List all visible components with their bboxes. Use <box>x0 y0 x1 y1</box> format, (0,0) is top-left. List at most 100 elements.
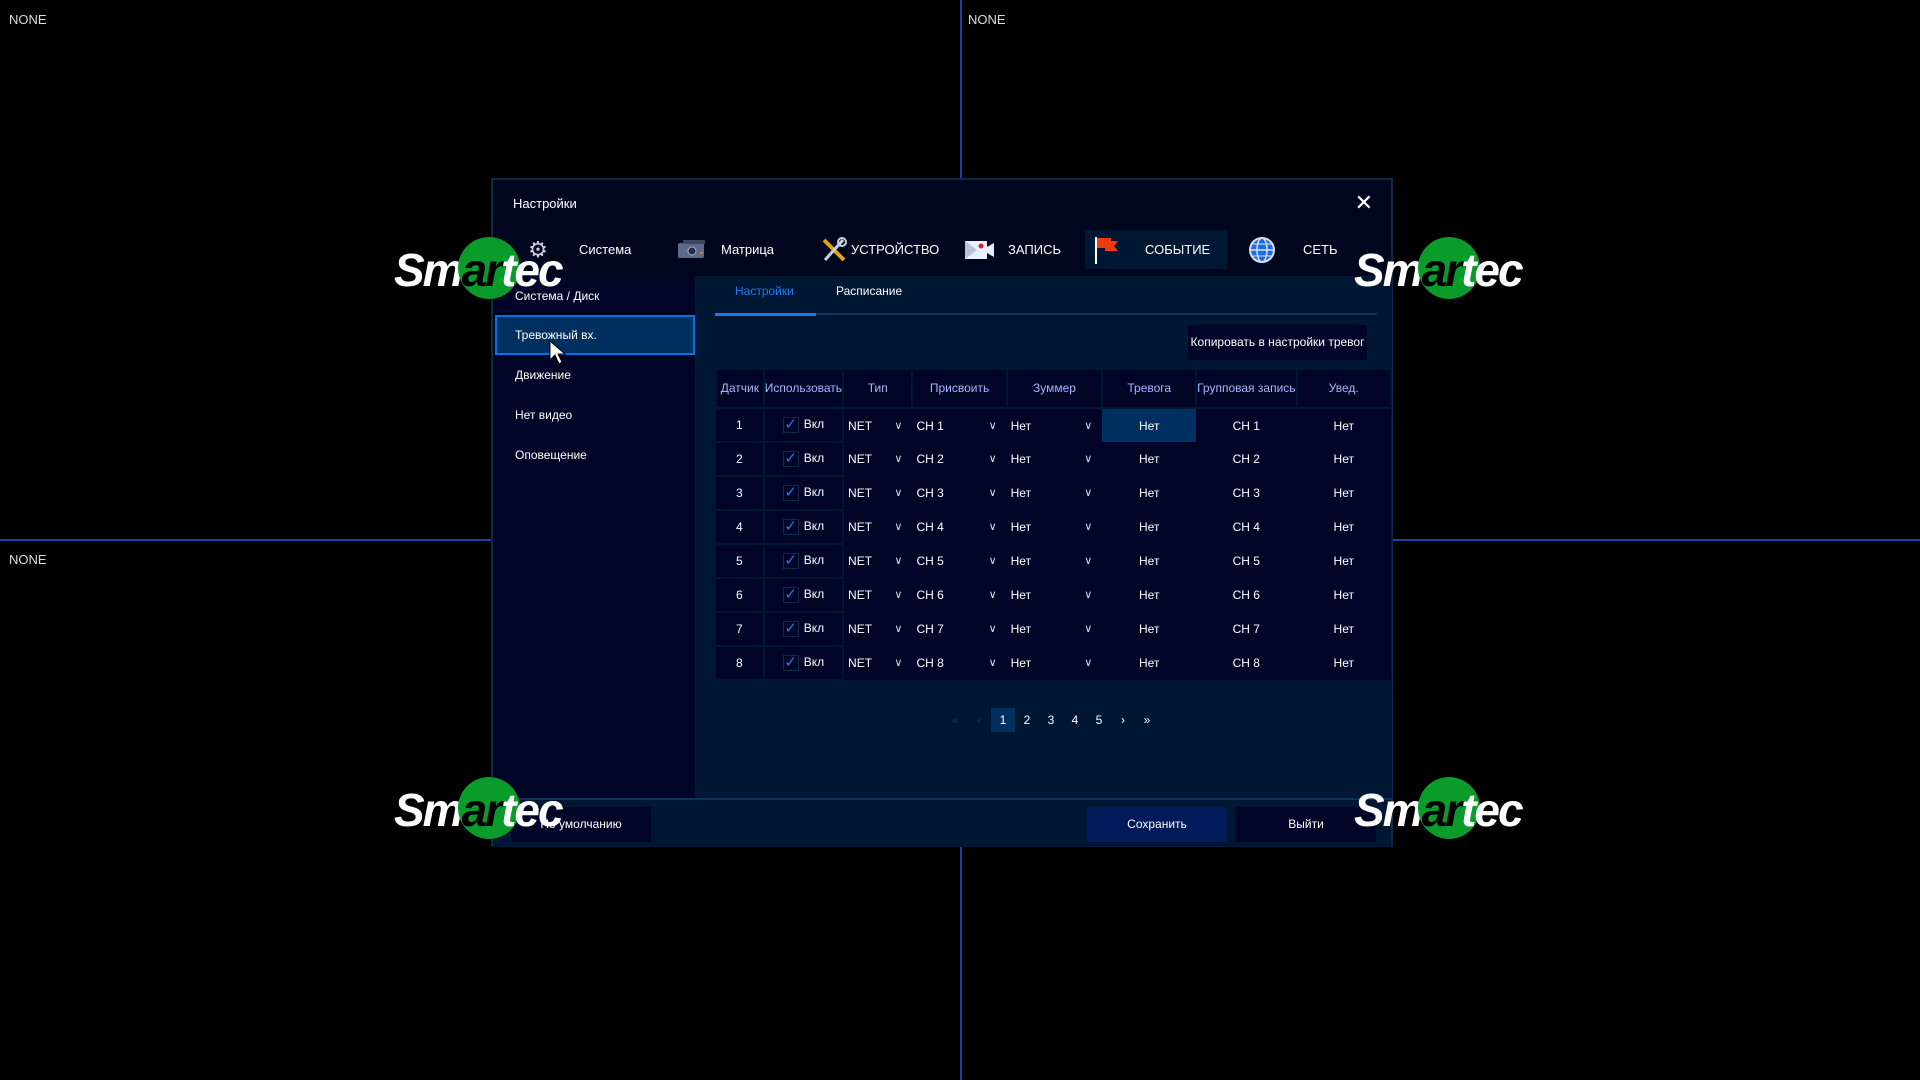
enable-checkbox[interactable]: ✓ Вкл <box>763 646 845 681</box>
next-page-icon[interactable]: › <box>1121 713 1125 727</box>
tab-device[interactable]: УСТРОЙСТВО <box>803 230 953 269</box>
notify-cell[interactable]: Нет <box>1296 612 1391 646</box>
buzzer-select[interactable]: Нет ∨ <box>1006 544 1103 578</box>
tab-network[interactable]: СЕТЬ <box>1229 230 1389 269</box>
group-record-cell[interactable]: CH 4 <box>1196 510 1297 544</box>
alarm-cell[interactable]: Нет <box>1102 408 1197 442</box>
alarm-cell[interactable]: Нет <box>1102 510 1197 544</box>
notify-cell[interactable]: Нет <box>1296 578 1391 612</box>
enable-checkbox[interactable]: ✓ Вкл <box>763 476 845 511</box>
notify-cell[interactable]: Нет <box>1296 646 1391 680</box>
alarm-cell[interactable]: Нет <box>1102 578 1197 612</box>
alarm-cell[interactable]: Нет <box>1102 442 1197 476</box>
checkbox-label: Вкл <box>803 621 825 636</box>
enable-checkbox[interactable]: ✓ Вкл <box>763 510 845 545</box>
sidebar-item-system-disk[interactable]: Система / Диск <box>515 289 600 303</box>
notify-cell[interactable]: Нет <box>1296 442 1391 476</box>
table-row: 4 ✓ Вкл NET ∨ CH 4 ∨ Нет ∨ Нет CH 4 Нет <box>716 510 1391 545</box>
tab-system[interactable]: ⚙ Система <box>513 230 633 269</box>
chevron-down-icon: ∨ <box>894 623 903 635</box>
page-5[interactable]: 5 <box>1095 713 1103 727</box>
buzzer-select[interactable]: Нет ∨ <box>1006 442 1103 476</box>
type-select[interactable]: NET ∨ <box>843 544 913 578</box>
tab-event[interactable]: СОБЫТИЕ <box>1085 230 1227 269</box>
subtab-settings[interactable]: Настройки <box>735 284 794 298</box>
buzzer-select[interactable]: Нет ∨ <box>1006 646 1103 680</box>
sidebar-item-motion[interactable]: Движение <box>515 368 571 382</box>
alarm-input-table: Датчик Использовать Тип Присвоить Зуммер Трев… <box>715 368 1393 681</box>
assign-select[interactable]: CH 1 ∨ <box>912 408 1007 442</box>
dropdown-value: NET <box>848 554 873 568</box>
alarm-cell[interactable]: Нет <box>1102 612 1197 646</box>
type-select[interactable]: NET ∨ <box>843 476 913 510</box>
notify-cell[interactable]: Нет <box>1296 476 1391 510</box>
assign-select[interactable]: CH 7 ∨ <box>912 612 1007 646</box>
enable-checkbox[interactable]: ✓ Вкл <box>763 578 845 613</box>
notify-cell[interactable]: Нет <box>1296 544 1391 578</box>
last-page-icon[interactable]: » <box>1143 713 1151 727</box>
assign-select[interactable]: CH 8 ∨ <box>912 646 1007 680</box>
close-icon[interactable]: ✕ <box>1354 190 1373 215</box>
buzzer-select[interactable]: Нет ∨ <box>1006 510 1103 544</box>
prev-page-icon[interactable]: ‹ <box>977 713 981 727</box>
sidebar: Система / Диск Тревожный вх. Движение Не… <box>495 276 695 798</box>
first-page-icon[interactable]: « <box>951 713 959 727</box>
assign-select[interactable]: CH 5 ∨ <box>912 544 1007 578</box>
sidebar-item-notification[interactable]: Оповещение <box>515 448 587 462</box>
dropdown-value: Нет <box>1010 486 1032 500</box>
alarm-cell[interactable]: Нет <box>1102 646 1197 680</box>
group-record-cell[interactable]: CH 6 <box>1196 578 1297 612</box>
page-3[interactable]: 3 <box>1047 713 1055 727</box>
tab-record[interactable]: ЗАПИСЬ <box>953 230 1083 269</box>
column-header: Присвоить <box>911 368 1008 409</box>
enable-checkbox[interactable]: ✓ Вкл <box>763 442 845 477</box>
enable-checkbox[interactable]: ✓ Вкл <box>763 544 845 579</box>
notify-cell[interactable]: Нет <box>1296 408 1391 442</box>
dropdown-value: Нет <box>1010 588 1032 602</box>
enable-checkbox[interactable]: ✓ Вкл <box>763 408 845 443</box>
notify-cell[interactable]: Нет <box>1296 510 1391 544</box>
assign-select[interactable]: CH 4 ∨ <box>912 510 1007 544</box>
type-select[interactable]: NET ∨ <box>843 408 913 442</box>
page-2[interactable]: 2 <box>1023 713 1031 727</box>
alarm-cell[interactable]: Нет <box>1102 476 1197 510</box>
buzzer-select[interactable]: Нет ∨ <box>1006 612 1103 646</box>
chevron-down-icon: ∨ <box>1084 521 1093 533</box>
tab-matrix[interactable]: Матрица <box>643 230 793 269</box>
exit-button[interactable]: Выйти <box>1236 807 1376 842</box>
sidebar-item-alarm-input[interactable]: Тревожный вх. <box>495 315 695 355</box>
type-select[interactable]: NET ∨ <box>843 510 913 544</box>
group-record-cell[interactable]: CH 8 <box>1196 646 1297 680</box>
type-select[interactable]: NET ∨ <box>843 646 913 680</box>
group-record-cell[interactable]: CH 1 <box>1196 408 1297 442</box>
group-record-cell[interactable]: CH 2 <box>1196 442 1297 476</box>
checkbox-label: Вкл <box>803 485 825 500</box>
copy-alarm-settings-button[interactable]: Копировать в настройки тревог <box>1188 325 1367 360</box>
checkbox-checked-icon: ✓ <box>782 518 799 535</box>
save-button[interactable]: Сохранить <box>1087 807 1227 842</box>
sensor-number: 2 <box>716 442 765 477</box>
assign-select[interactable]: CH 6 ∨ <box>912 578 1007 612</box>
group-record-cell[interactable]: CH 5 <box>1196 544 1297 578</box>
buzzer-select[interactable]: Нет ∨ <box>1006 408 1103 442</box>
page-1[interactable]: 1 <box>991 708 1015 732</box>
type-select[interactable]: NET ∨ <box>843 442 913 476</box>
group-record-cell[interactable]: CH 3 <box>1196 476 1297 510</box>
table-row: 6 ✓ Вкл NET ∨ CH 6 ∨ Нет ∨ Нет CH 6 Нет <box>716 578 1391 613</box>
type-select[interactable]: NET ∨ <box>843 612 913 646</box>
enable-checkbox[interactable]: ✓ Вкл <box>763 612 845 647</box>
page-4[interactable]: 4 <box>1071 713 1079 727</box>
sidebar-item-video-loss[interactable]: Нет видео <box>515 408 573 422</box>
subtab-schedule[interactable]: Расписание <box>836 284 903 298</box>
group-record-cell[interactable]: CH 7 <box>1196 612 1297 646</box>
buzzer-select[interactable]: Нет ∨ <box>1006 476 1103 510</box>
alarm-cell[interactable]: Нет <box>1102 544 1197 578</box>
assign-select[interactable]: CH 2 ∨ <box>912 442 1007 476</box>
assign-select[interactable]: CH 3 ∨ <box>912 476 1007 510</box>
column-header: Тревога <box>1101 368 1198 409</box>
type-select[interactable]: NET ∨ <box>843 578 913 612</box>
chevron-down-icon: ∨ <box>894 419 903 432</box>
dropdown-value: Нет <box>1010 622 1032 636</box>
buzzer-select[interactable]: Нет ∨ <box>1006 578 1103 612</box>
default-button[interactable]: По умолчанию <box>511 807 651 842</box>
